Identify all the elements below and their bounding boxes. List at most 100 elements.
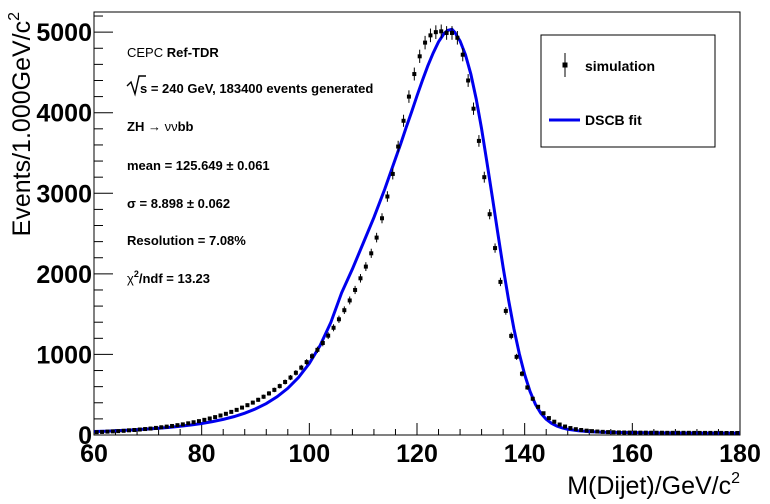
simulation-point	[143, 427, 148, 432]
simulation-point	[697, 430, 702, 435]
simulation-point	[234, 407, 239, 412]
info-line-chi2: χ2/ndf = 13.23	[127, 269, 210, 286]
simulation-point	[250, 400, 255, 405]
simulation-point	[719, 430, 724, 435]
simulation-point	[482, 171, 487, 183]
simulation-points	[94, 24, 740, 435]
x-tick-label: 120	[396, 440, 438, 468]
simulation-point	[229, 409, 234, 414]
info-line-process: ZH → ννbb	[127, 119, 194, 134]
simulation-point	[137, 427, 142, 432]
simulation-point	[380, 213, 385, 224]
simulation-point	[186, 421, 191, 426]
y-tick-label: 0	[78, 422, 92, 450]
info-line-energy: s = 240 GeV, 183400 events generated	[140, 81, 373, 96]
simulation-point	[326, 332, 331, 340]
simulation-point	[606, 430, 611, 435]
simulation-point	[417, 49, 422, 63]
simulation-point	[670, 430, 675, 435]
x-tick-label: 180	[719, 440, 761, 468]
y-axis-ticks: 0 1000 2000 3000 4000 5000	[36, 15, 113, 450]
info-line-resolution: Resolution = 7.08%	[127, 233, 246, 248]
simulation-point	[390, 168, 395, 180]
simulation-point	[627, 430, 632, 435]
sqrt-symbol	[126, 75, 146, 97]
x-axis-ticks: 60 80 100 120 140 160 180	[80, 423, 761, 468]
info-line-experiment: CEPC Ref-TDR	[127, 45, 219, 60]
y-tick-label: 4000	[36, 100, 92, 128]
simulation-point	[385, 191, 390, 202]
simulation-point	[703, 430, 708, 435]
simulation-point	[498, 277, 503, 287]
info-block: CEPC Ref-TDR s = 240 GeV, 183400 events …	[126, 45, 373, 286]
simulation-point	[595, 429, 600, 434]
simulation-point	[428, 28, 433, 43]
simulation-point	[676, 430, 681, 435]
x-tick-label: 160	[611, 440, 653, 468]
simulation-point	[310, 353, 315, 360]
simulation-point	[347, 296, 352, 305]
simulation-point	[240, 405, 245, 410]
simulation-point	[692, 430, 697, 435]
simulation-point	[148, 426, 153, 431]
simulation-point	[218, 413, 223, 418]
simulation-point	[153, 425, 158, 430]
legend-label-fit: DSCB fit	[585, 112, 642, 128]
simulation-point	[121, 428, 126, 433]
simulation-point	[170, 423, 175, 428]
simulation-point	[546, 416, 551, 421]
simulation-point	[503, 307, 508, 315]
simulation-point	[336, 315, 341, 323]
x-tick-label: 80	[188, 440, 216, 468]
simulation-point	[164, 424, 169, 429]
simulation-point	[342, 306, 347, 315]
simulation-point	[94, 430, 99, 435]
simulation-point	[191, 420, 196, 425]
simulation-point	[288, 374, 293, 381]
simulation-point	[180, 422, 185, 427]
simulation-point	[261, 394, 266, 399]
simulation-point	[132, 428, 137, 433]
simulation-point	[358, 274, 363, 283]
simulation-point	[353, 285, 358, 295]
simulation-point	[659, 430, 664, 435]
simulation-point	[552, 419, 557, 424]
simulation-point	[633, 430, 638, 435]
simulation-point	[589, 429, 594, 434]
simulation-point	[638, 430, 643, 435]
legend-box	[540, 34, 716, 148]
simulation-point	[283, 379, 288, 385]
simulation-point	[466, 74, 471, 87]
simulation-point	[126, 428, 131, 433]
simulation-point	[320, 339, 325, 347]
simulation-point	[611, 430, 616, 435]
simulation-point	[600, 429, 605, 434]
simulation-point	[293, 370, 298, 376]
simulation-point	[213, 415, 218, 420]
simulation-point	[649, 430, 654, 435]
simulation-point	[207, 416, 212, 421]
simulation-point	[412, 67, 417, 81]
simulation-point	[729, 430, 734, 435]
simulation-point	[363, 262, 368, 272]
simulation-point	[573, 427, 578, 432]
simulation-point	[622, 430, 627, 435]
x-tick-label: 140	[504, 440, 546, 468]
info-line-mean: mean = 125.649 ± 0.061	[127, 158, 270, 173]
simulation-point	[439, 24, 444, 39]
simulation-point	[530, 396, 535, 401]
simulation-point	[406, 90, 411, 103]
simulation-point	[713, 430, 718, 435]
simulation-point	[541, 411, 546, 416]
simulation-point	[444, 26, 449, 40]
simulation-point	[423, 35, 428, 50]
simulation-point	[396, 140, 401, 153]
simulation-point	[196, 419, 201, 424]
simulation-point	[304, 359, 309, 365]
simulation-point	[616, 430, 621, 435]
y-tick-label: 2000	[36, 261, 92, 289]
x-axis-title: M(Dijet)/GeV/c2	[567, 470, 740, 500]
legend-marker-simulation	[562, 53, 568, 77]
x-tick-label: 60	[80, 440, 108, 468]
simulation-point	[471, 102, 476, 115]
